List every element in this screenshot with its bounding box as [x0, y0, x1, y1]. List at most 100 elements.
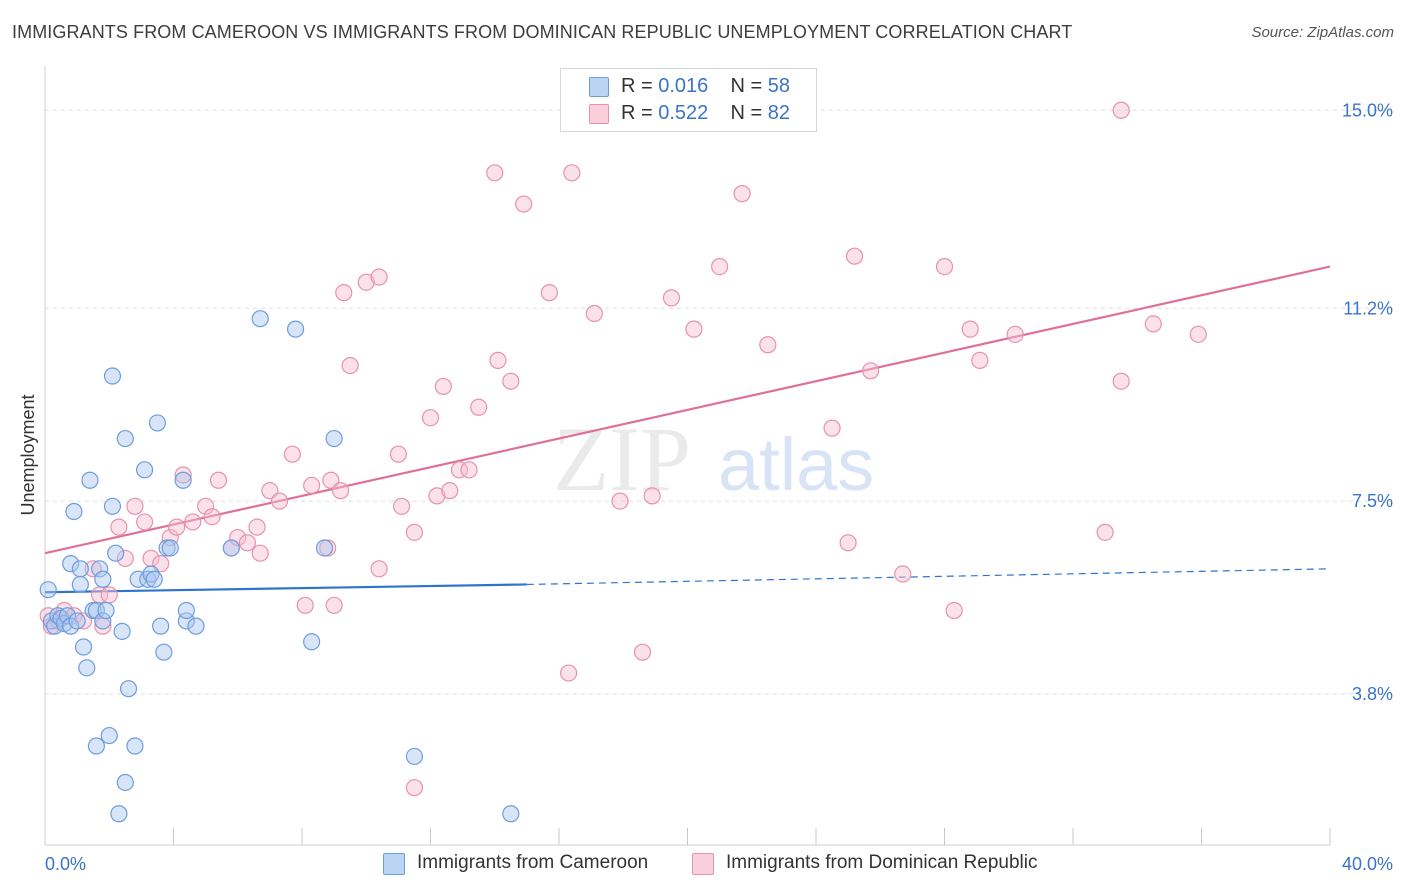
- point-cameroon: [71, 575, 89, 594]
- point-dominican: [894, 565, 912, 583]
- point-cameroon: [58, 607, 77, 625]
- watermark: ZIP atlas: [553, 408, 874, 510]
- point-cameroon: [87, 737, 106, 755]
- point-dominican: [563, 164, 581, 182]
- y-axis-label: Unemployment: [18, 394, 38, 515]
- point-cameroon: [155, 643, 173, 661]
- point-dominican: [434, 377, 452, 396]
- point-dominican: [428, 487, 446, 505]
- point-dominican: [662, 289, 681, 307]
- point-dominican: [209, 471, 228, 489]
- point-cameroon: [116, 429, 134, 448]
- bottom-legend-swatch-cameroon: [383, 853, 405, 875]
- point-dominican: [116, 549, 134, 568]
- point-dominican: [1112, 372, 1130, 390]
- point-dominican: [110, 518, 128, 536]
- point-cameroon: [251, 310, 269, 328]
- point-dominican: [341, 356, 359, 375]
- point-dominican: [184, 513, 202, 531]
- bottom-legend-label: Immigrants from Cameroon: [417, 852, 649, 873]
- point-dominican: [560, 664, 578, 682]
- point-dominican: [441, 482, 459, 500]
- point-dominican: [971, 351, 989, 369]
- y-tick-label: 15.0%: [1342, 100, 1393, 120]
- bottom-legend-swatch-dominican: [692, 853, 714, 875]
- point-cameroon: [39, 581, 57, 599]
- point-dominican: [197, 497, 215, 515]
- point-dominican: [100, 586, 118, 604]
- data-points: [39, 101, 1207, 823]
- point-dominican: [685, 320, 703, 338]
- point-dominican: [460, 461, 478, 479]
- point-dominican: [1189, 325, 1207, 343]
- point-dominican: [489, 351, 507, 369]
- point-dominican: [1112, 101, 1130, 119]
- point-cameroon: [97, 601, 115, 620]
- point-dominican: [135, 513, 154, 531]
- legend-r-value: 0.522: [658, 102, 709, 124]
- point-dominican: [585, 304, 603, 323]
- point-cameroon: [100, 726, 118, 745]
- point-dominican: [733, 185, 751, 203]
- point-dominican: [229, 528, 247, 547]
- point-dominican: [540, 284, 558, 302]
- point-cameroon: [91, 560, 109, 578]
- point-cameroon: [177, 601, 195, 620]
- point-dominican: [283, 445, 301, 463]
- point-dominican: [203, 508, 221, 526]
- point-dominican: [392, 497, 411, 515]
- point-dominican: [168, 518, 186, 536]
- point-cameroon: [139, 570, 157, 588]
- point-dominican: [839, 534, 857, 552]
- point-cameroon: [94, 570, 112, 588]
- point-cameroon: [103, 497, 122, 515]
- trend-line-cameroon-extension: [526, 568, 1331, 586]
- point-cameroon: [103, 367, 122, 385]
- stats-legend: R = 0.016 N = 58 R = 0.522 N = 82: [560, 68, 817, 132]
- point-cameroon: [145, 570, 163, 588]
- y-tick-label: 7.5%: [1352, 491, 1393, 511]
- point-dominican: [39, 607, 57, 625]
- point-cameroon: [502, 805, 520, 823]
- point-dominican: [303, 476, 321, 495]
- point-dominican: [238, 534, 256, 552]
- point-dominican: [296, 596, 314, 614]
- point-cameroon: [116, 773, 134, 792]
- point-dominican: [357, 273, 375, 291]
- point-cameroon: [187, 617, 205, 635]
- legend-n-value: 82: [767, 102, 791, 124]
- point-cameroon: [148, 414, 167, 432]
- point-dominican: [174, 466, 192, 484]
- point-dominican: [248, 518, 266, 536]
- point-dominican: [1096, 523, 1114, 541]
- point-cameroon: [152, 617, 170, 635]
- point-cameroon: [222, 539, 240, 557]
- point-cameroon: [405, 747, 424, 766]
- point-cameroon: [325, 429, 343, 448]
- point-cameroon: [71, 560, 89, 578]
- point-cameroon: [303, 633, 321, 651]
- point-cameroon: [110, 805, 128, 823]
- point-dominican: [935, 257, 954, 276]
- point-dominican: [961, 320, 979, 338]
- point-dominican: [325, 596, 343, 614]
- point-dominican: [335, 284, 353, 302]
- point-cameroon: [94, 612, 112, 630]
- x-tick-label-min: 0.0%: [45, 854, 86, 874]
- point-dominican: [270, 492, 289, 510]
- point-dominican: [611, 492, 629, 510]
- chart-title: IMMIGRANTS FROM CAMEROON VS IMMIGRANTS F…: [12, 22, 1073, 42]
- point-dominican: [370, 268, 388, 286]
- point-cameroon: [87, 601, 106, 620]
- point-dominican: [126, 497, 144, 515]
- point-dominican: [331, 482, 350, 500]
- legend-r-label: R =: [621, 75, 659, 97]
- point-dominican: [470, 398, 488, 416]
- point-cameroon: [107, 544, 125, 562]
- point-dominican: [450, 461, 469, 479]
- point-cameroon: [81, 471, 99, 489]
- legend-r-value: 0.016: [658, 75, 709, 97]
- point-cameroon: [68, 612, 86, 630]
- legend-r-label: R =: [621, 102, 659, 124]
